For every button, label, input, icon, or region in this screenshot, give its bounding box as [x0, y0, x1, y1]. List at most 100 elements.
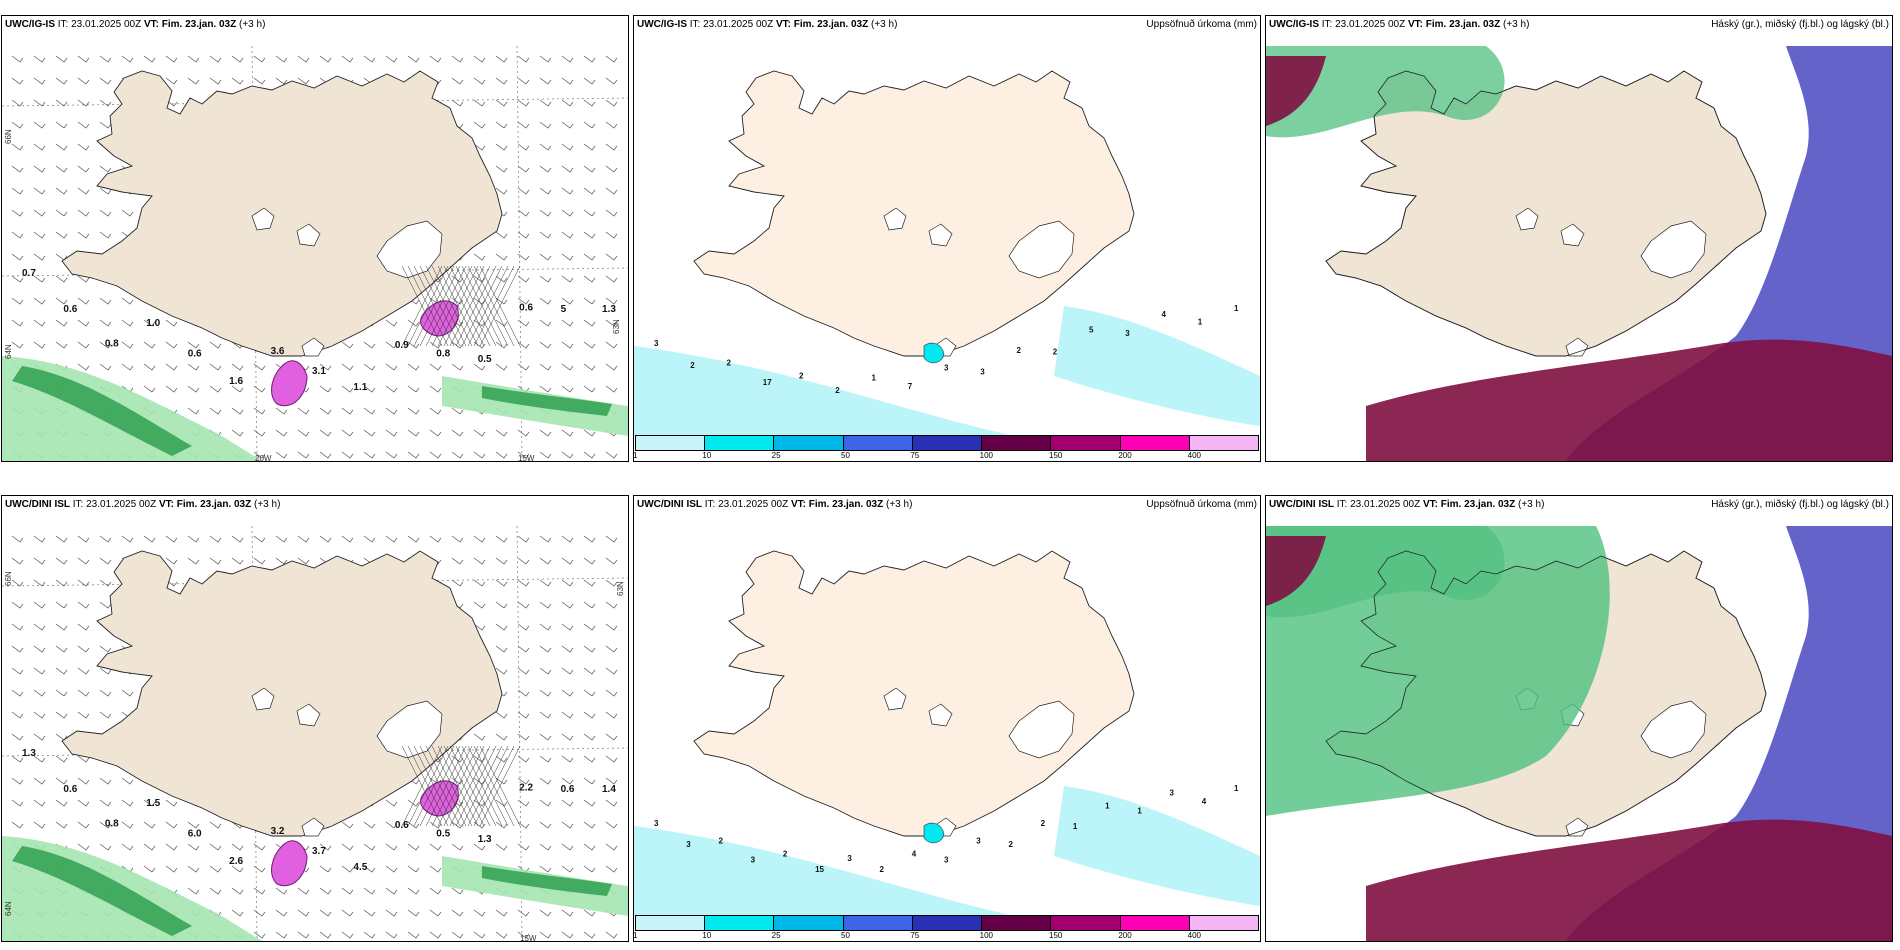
wind-barb [473, 579, 486, 587]
wind-barb [187, 385, 200, 393]
glacier-outline [928, 703, 953, 727]
wind-barb [517, 77, 530, 85]
colorbar-segment [1189, 436, 1258, 450]
wind-barb [11, 275, 24, 283]
colorbar-tick-label: 10 [702, 931, 712, 940]
wind-barb [605, 143, 618, 151]
wind-barb [209, 407, 222, 415]
precip-area-east [1054, 306, 1260, 426]
hatch-line [443, 265, 485, 347]
wind-barb [539, 99, 552, 107]
wind-barb [253, 407, 266, 415]
wind-barb [165, 319, 178, 327]
point-value-label: 0.5 [436, 829, 450, 840]
hatch-line [425, 265, 467, 347]
hatch-line [461, 265, 503, 347]
wind-barb [517, 165, 530, 173]
wind-barb [11, 601, 24, 609]
colorbar-tick-label: 1 [633, 931, 638, 940]
hatch-line [473, 265, 515, 347]
colorbar-segment [843, 916, 913, 930]
wind-barb [55, 755, 68, 763]
point-value-label: 3 [944, 856, 949, 865]
wind-barb [473, 931, 486, 939]
wind-barb [561, 843, 574, 851]
wind-barb [319, 887, 332, 895]
hatch-line [437, 265, 479, 347]
wind-barb [33, 341, 46, 349]
colorbar-tick-label: 1 [633, 451, 638, 460]
wind-barb [319, 931, 332, 939]
panel-header: UWC/DINI ISL IT: 23.01.2025 00Z VT: Fim.… [5, 499, 281, 510]
wind-barb [231, 429, 244, 437]
wind-barb [605, 843, 618, 851]
colorbar-tick-label: 400 [1187, 451, 1202, 460]
wind-barb [451, 843, 464, 851]
wind-barb [561, 931, 574, 939]
wind-barb [121, 297, 134, 305]
wind-barb [33, 557, 46, 565]
wind-barb [495, 121, 508, 129]
wind-barb [583, 645, 596, 653]
wind-barb [33, 165, 46, 173]
point-value-label: 0.6 [395, 820, 409, 831]
lat-line [2, 747, 628, 757]
wind-barb [77, 275, 90, 283]
point-value-label: 1 [1105, 802, 1110, 811]
wind-barb [583, 755, 596, 763]
coastline-overlay [1325, 550, 1767, 837]
wind-barb [561, 429, 574, 437]
point-value-label: 2 [690, 361, 695, 370]
wind-barb [495, 341, 508, 349]
colorbar-segment [1051, 436, 1121, 450]
wind-barb [473, 363, 486, 371]
point-value-label: 2 [783, 849, 788, 858]
wind-barb [99, 601, 112, 609]
wind-barb [11, 231, 24, 239]
wind-barb [187, 557, 200, 565]
point-value-label: 1 [1198, 318, 1203, 327]
wind-barb [55, 55, 68, 63]
wind-barb [583, 143, 596, 151]
wind-barb [561, 579, 574, 587]
hatch-line [443, 745, 485, 827]
wind-barb [319, 55, 332, 63]
glacier-outline [1008, 700, 1075, 759]
lat-label-66n: 66N [4, 571, 13, 586]
wind-barb [517, 799, 530, 807]
wind-barb [583, 231, 596, 239]
wind-barb [385, 887, 398, 895]
wind-barb [319, 909, 332, 917]
colorbar-segment [705, 916, 775, 930]
wind-barb [121, 319, 134, 327]
wind-barb [77, 843, 90, 851]
wind-barb [517, 253, 530, 261]
wind-barb [11, 777, 24, 785]
point-value-label: 2 [799, 371, 804, 380]
wind-barb [77, 645, 90, 653]
panel-header: UWC/DINI ISL IT: 23.01.2025 00Z VT: Fim.… [1269, 499, 1545, 510]
wind-barb [319, 843, 332, 851]
wind-barb [561, 909, 574, 917]
wind-barb [495, 143, 508, 151]
wind-barb [495, 253, 508, 261]
wind-barb [561, 385, 574, 393]
panel-header: UWC/IG-IS IT: 23.01.2025 00Z VT: Fim. 23… [1269, 19, 1530, 30]
wind-barb [99, 689, 112, 697]
wind-barb [165, 821, 178, 829]
wind-barb [561, 711, 574, 719]
wind-barb [473, 909, 486, 917]
wind-barb [539, 645, 552, 653]
wind-barb [407, 451, 420, 459]
lon-label-20w: 20W [255, 454, 272, 462]
wind-barb [605, 667, 618, 675]
wind-barb [11, 187, 24, 195]
wind-barb [473, 77, 486, 85]
point-value-label: 2 [718, 837, 723, 846]
wind-barb [517, 187, 530, 195]
wind-barb [451, 363, 464, 371]
wind-barb [495, 579, 508, 587]
wind-barb [583, 341, 596, 349]
wind-barb [495, 909, 508, 917]
